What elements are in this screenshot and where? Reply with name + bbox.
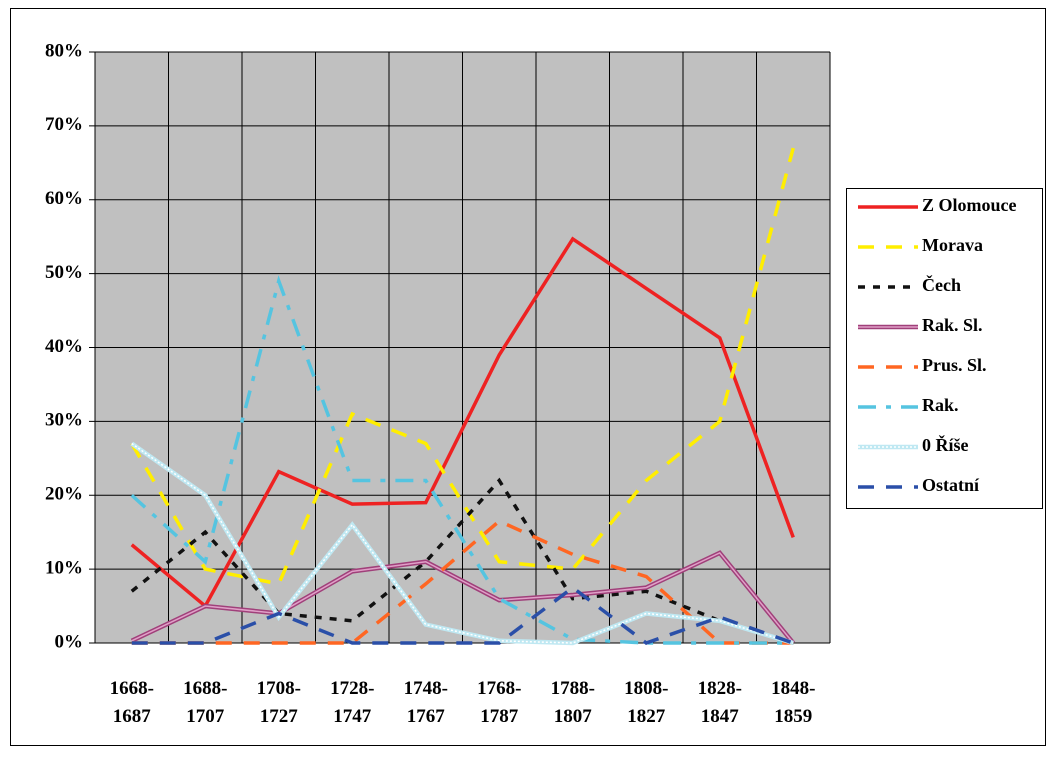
series-line [131, 585, 794, 645]
legend-label: Rak. [922, 395, 959, 415]
x-tick-label-line: 1807 [554, 706, 593, 727]
legend-label: Ostatní [922, 475, 980, 495]
x-tick-label-line: 1788- [551, 678, 595, 699]
x-tick-label: 1788- 1807 [551, 678, 595, 727]
x-tick-label-line: 1768- [477, 678, 521, 699]
x-tick-label: 1748- 1767 [404, 678, 448, 727]
y-tick-label: 70% [45, 114, 83, 135]
y-tick-label: 30% [45, 410, 83, 431]
x-tick-label-line: 1728- [330, 678, 374, 699]
y-tick-label: 80% [45, 40, 83, 61]
x-tick-label: 1768- 1787 [477, 678, 521, 727]
x-tick-label: 1708- 1727 [257, 678, 301, 727]
y-tick-label: 50% [45, 262, 83, 283]
x-tick-label-line: 1727 [260, 706, 299, 727]
x-tick-label-line: 1848- [771, 678, 815, 699]
legend-label: 0 Říše [922, 434, 969, 455]
y-tick-label: 20% [45, 484, 83, 505]
x-tick-label-line: 1687 [113, 706, 152, 727]
y-tick-label: 60% [45, 188, 83, 209]
x-tick-label-line: 1827 [627, 706, 666, 727]
x-tick-label: 1728- 1747 [330, 678, 374, 727]
x-tick-label-line: 1748- [404, 678, 448, 699]
legend-box [846, 188, 1043, 509]
series-line [130, 477, 794, 645]
x-tick-label: 1828- 1847 [698, 678, 742, 727]
series-line-core [131, 551, 794, 644]
x-tick-label-line: 1828- [698, 678, 742, 699]
x-tick-label-line: 1767 [407, 706, 446, 727]
x-tick-label-line: 1688- [183, 678, 227, 699]
series-line-core [131, 442, 794, 644]
x-tick-label-line: 1668- [110, 678, 154, 699]
x-tick-label: 1848- 1859 [771, 678, 815, 727]
series-line [131, 519, 794, 645]
y-tick-label: 10% [45, 557, 83, 578]
x-tick-label-line: 1859 [774, 706, 812, 727]
x-tick-label-line: 1787 [480, 706, 519, 727]
x-tick-label-line: 1808- [624, 678, 668, 699]
legend-label: Z Olomouce [922, 195, 1017, 215]
legend-label: Prus. Sl. [922, 355, 987, 375]
series-line [130, 275, 794, 645]
series-line [130, 236, 795, 609]
y-tick-label: 40% [45, 336, 83, 357]
x-tick-label: 1668- 1687 [110, 678, 154, 727]
series-line [130, 147, 795, 586]
x-tick-label-line: 1707 [186, 706, 225, 727]
legend-label: Čech [922, 274, 961, 295]
y-tick-label: 0% [55, 631, 84, 652]
x-tick-label: 1688- 1707 [183, 678, 227, 727]
x-tick-label-line: 1747 [333, 706, 372, 727]
x-tick-label-line: 1708- [257, 678, 301, 699]
legend-label: Morava [922, 235, 983, 255]
x-tick-label-line: 1847 [701, 706, 740, 727]
x-tick-label: 1808- 1827 [624, 678, 668, 727]
legend-label: Rak. Sl. [922, 315, 983, 335]
